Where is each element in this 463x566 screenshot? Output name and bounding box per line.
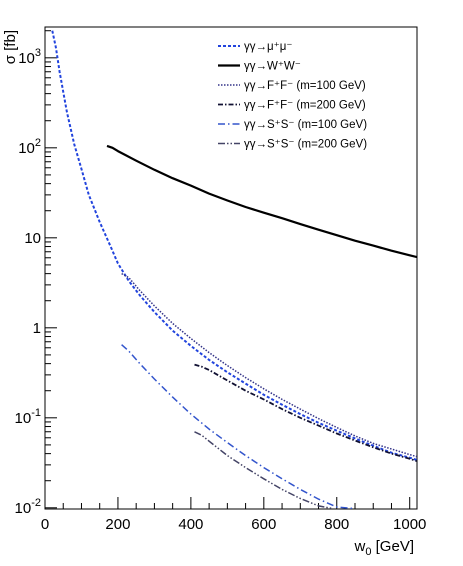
- x-tick-label: 400: [178, 516, 203, 533]
- y-tick-label: 10: [24, 230, 41, 247]
- y-tick-label: 103: [18, 47, 41, 67]
- series-line-3: [121, 272, 417, 458]
- legend-label: γγ→μ⁺μ⁻: [244, 41, 292, 53]
- y-tick-exponent: 3: [35, 47, 41, 59]
- plot-frame: [44, 26, 418, 510]
- y-tick-exponent: -2: [31, 497, 41, 509]
- y-tick-exponent: 2: [35, 137, 41, 149]
- series-line-6: [194, 431, 334, 509]
- y-tick-base: 10: [15, 410, 32, 427]
- y-tick-label: 1: [33, 320, 41, 337]
- series-line-5: [121, 344, 356, 509]
- legend-label: γγ→S⁺S⁻ (m=200 GeV): [244, 139, 367, 151]
- y-tick-base: 10: [24, 230, 41, 247]
- y-tick-label: 10-1: [15, 407, 41, 427]
- x-axis-title: w0 [GeV]: [354, 538, 415, 558]
- y-tick-exponent: -1: [31, 407, 41, 419]
- x-tick-label: 600: [251, 516, 276, 533]
- series-line-1: [51, 30, 417, 461]
- x-axis-ticks: 0 200 400 600 800 1000: [41, 497, 426, 533]
- y-tick-base: 10: [18, 50, 35, 67]
- legend-label: γγ→F⁺F⁻ (m=100 GeV): [244, 80, 366, 92]
- x-tick-label: 0: [41, 516, 49, 533]
- legend-label: γγ→S⁺S⁻ (m=100 GeV): [244, 119, 367, 131]
- x-tick-label: 200: [105, 516, 130, 533]
- y-tick-label: 102: [18, 137, 41, 157]
- series-line-4: [194, 363, 417, 462]
- y-tick-base: 10: [15, 500, 32, 517]
- y-tick-base: 1: [33, 320, 41, 337]
- legend: γγ→μ⁺μ⁻ γγ→W⁺W⁻ γγ→F⁺F⁻ (m=100 GeV) γγ→F⁺F⁻…: [218, 41, 367, 151]
- series-line-2: [106, 144, 417, 259]
- x-tick-label: 1000: [393, 516, 426, 533]
- legend-label: γγ→W⁺W⁻: [244, 61, 301, 73]
- data-series: [51, 30, 417, 509]
- y-axis-title: σ [fb]: [2, 30, 19, 64]
- x-tick-label: 800: [324, 516, 349, 533]
- y-tick-label: 10-2: [15, 497, 41, 517]
- y-tick-base: 10: [18, 140, 35, 157]
- legend-label: γγ→F⁺F⁻ (m=200 GeV): [244, 100, 366, 112]
